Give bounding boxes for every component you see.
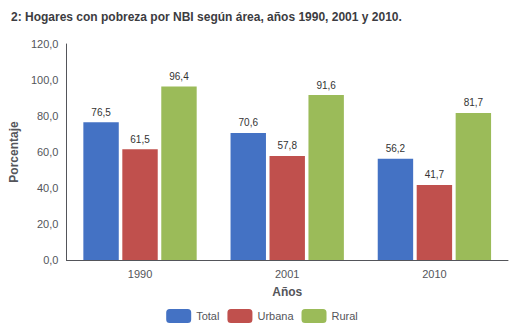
svg-text:2010: 2010 <box>422 268 446 280</box>
svg-text:Rural: Rural <box>332 310 358 322</box>
svg-text:70,6: 70,6 <box>239 117 259 128</box>
svg-text:57,8: 57,8 <box>277 140 297 151</box>
svg-text:60,0: 60,0 <box>37 146 58 158</box>
svg-text:76,5: 76,5 <box>91 107 111 118</box>
svg-text:Total: Total <box>196 310 219 322</box>
svg-text:Años: Años <box>272 285 302 299</box>
svg-text:1990: 1990 <box>128 268 152 280</box>
svg-text:80,0: 80,0 <box>37 110 58 122</box>
svg-text:100,0: 100,0 <box>31 74 59 86</box>
svg-text:20,0: 20,0 <box>37 218 58 230</box>
svg-text:Porcentaje: Porcentaje <box>7 121 21 183</box>
svg-text:91,6: 91,6 <box>316 80 336 91</box>
svg-text:Urbana: Urbana <box>257 310 294 322</box>
svg-text:41,7: 41,7 <box>425 169 445 180</box>
svg-text:2001: 2001 <box>275 268 299 280</box>
svg-text:96,4: 96,4 <box>169 71 189 82</box>
svg-text:56,2: 56,2 <box>386 143 406 154</box>
svg-text:2: Hogares con pobreza por NBI: 2: Hogares con pobreza por NBI según áre… <box>11 10 402 24</box>
svg-text:81,7: 81,7 <box>464 97 484 108</box>
svg-text:61,5: 61,5 <box>130 134 150 145</box>
svg-text:0,0: 0,0 <box>43 254 58 266</box>
svg-text:120,0: 120,0 <box>31 38 59 50</box>
svg-text:40,0: 40,0 <box>37 182 58 194</box>
